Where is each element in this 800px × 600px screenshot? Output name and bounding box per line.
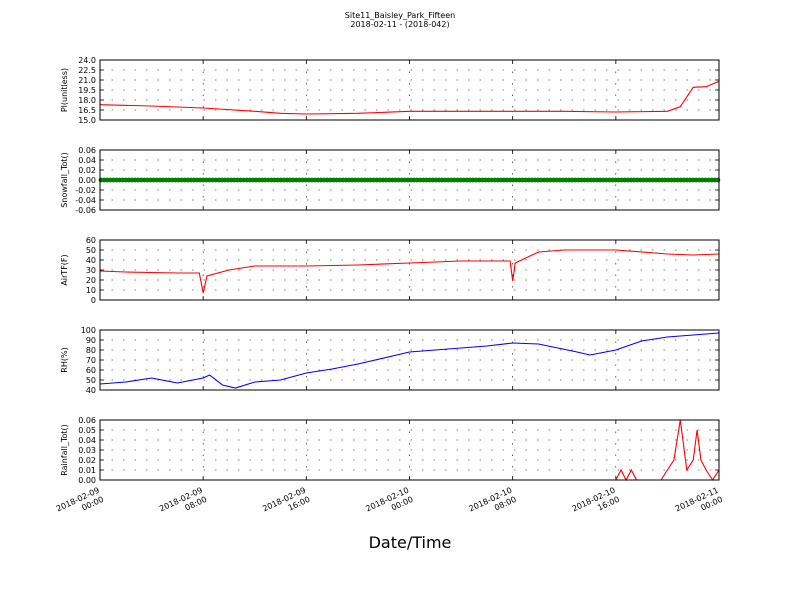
panel-5-y-tick-label: 0.04	[78, 436, 96, 445]
panel-1-y-tick-label: 24.0	[78, 56, 96, 65]
panel-1-y-tick-label: 19.5	[78, 86, 96, 95]
panel-3-y-tick-label: 0	[91, 296, 96, 305]
panel-4-y-tick-label: 70	[86, 356, 96, 365]
panel-2-y-tick-label: 0.02	[78, 166, 96, 175]
panel-1-axes-frame	[99, 59, 720, 121]
panel-3-y-tick-label: 40	[86, 256, 96, 265]
panel-2-axes-frame	[99, 149, 720, 211]
panel-5-y-tick-label: 0.06	[78, 416, 96, 425]
panel-2-y-tick-label: 0.00	[78, 176, 96, 185]
panel-2-y-tick-label: -0.02	[75, 186, 96, 195]
panel-3-y-tick-label: 60	[86, 236, 96, 245]
panel-4-y-tick-label: 80	[86, 346, 96, 355]
panel-2-y-tick-label: -0.04	[75, 196, 96, 205]
panel-4-y-tick-label: 100	[81, 326, 96, 335]
panel-3-y-tick-label: 20	[86, 276, 96, 285]
panel-1-y-tick-label: 15.0	[78, 116, 96, 125]
panel-4-y-tick-label: 60	[86, 366, 96, 375]
panel-3-y-tick-label: 50	[86, 246, 96, 255]
panel-5-series-line	[100, 419, 720, 482]
panel-5-y-axis-label: Rainfall_Tot()	[60, 424, 69, 476]
panel-3-axes-frame	[99, 239, 720, 301]
panel-2-y-tick-label: -0.06	[75, 206, 96, 215]
panel-4-y-tick-label: 50	[86, 376, 96, 385]
panel-1-y-tick-label: 22.5	[78, 66, 96, 75]
x-axis-label: Date/Time	[368, 533, 452, 552]
panel-1-y-tick-label: 21.0	[78, 76, 96, 85]
panel-4-background	[100, 330, 719, 390]
panel-3-y-tick-label: 10	[86, 286, 96, 295]
panel-5-y-tick-label: 0.01	[78, 466, 96, 475]
panel-2-y-tick-label: 0.06	[78, 146, 96, 155]
chart-title: Site11_Baisley_Park_Fifteen	[344, 11, 456, 20]
panel-1-series-line	[99, 80, 720, 115]
panel-1-y-tick-label: 18.0	[78, 96, 96, 105]
panel-5-background	[100, 420, 719, 480]
panel-4-series-line	[99, 332, 720, 389]
chart-subtitle: 2018-02-11 - (2018-042)	[350, 20, 450, 29]
panel-4-y-tick-label: 40	[86, 386, 96, 395]
panel-1-background	[100, 60, 719, 120]
panel-1-y-tick-label: 16.5	[78, 106, 96, 115]
panel-4-y-axis-label: RH(%)	[60, 347, 69, 372]
panel-2-y-axis-label: Snowfall_Tot()	[60, 152, 69, 208]
panel-3-series-line	[99, 249, 720, 294]
panel-3-y-tick-label: 30	[86, 266, 96, 275]
panel-2-data-point	[715, 177, 721, 183]
panel-4-y-tick-label: 90	[86, 336, 96, 345]
panel-5-axes-frame	[99, 419, 720, 481]
panel-5-y-tick-label: 0.05	[78, 426, 96, 435]
panel-2-y-tick-label: 0.04	[78, 156, 96, 165]
panel-5-y-tick-label: 0.00	[78, 476, 96, 485]
panel-4-axes-frame	[99, 329, 720, 391]
panel-1-y-axis-label: Pl(unitless)	[60, 68, 69, 112]
panel-5-y-tick-label: 0.03	[78, 446, 96, 455]
panel-5-y-tick-label: 0.02	[78, 456, 96, 465]
panel-3-y-axis-label: AirTF(F)	[60, 254, 69, 285]
